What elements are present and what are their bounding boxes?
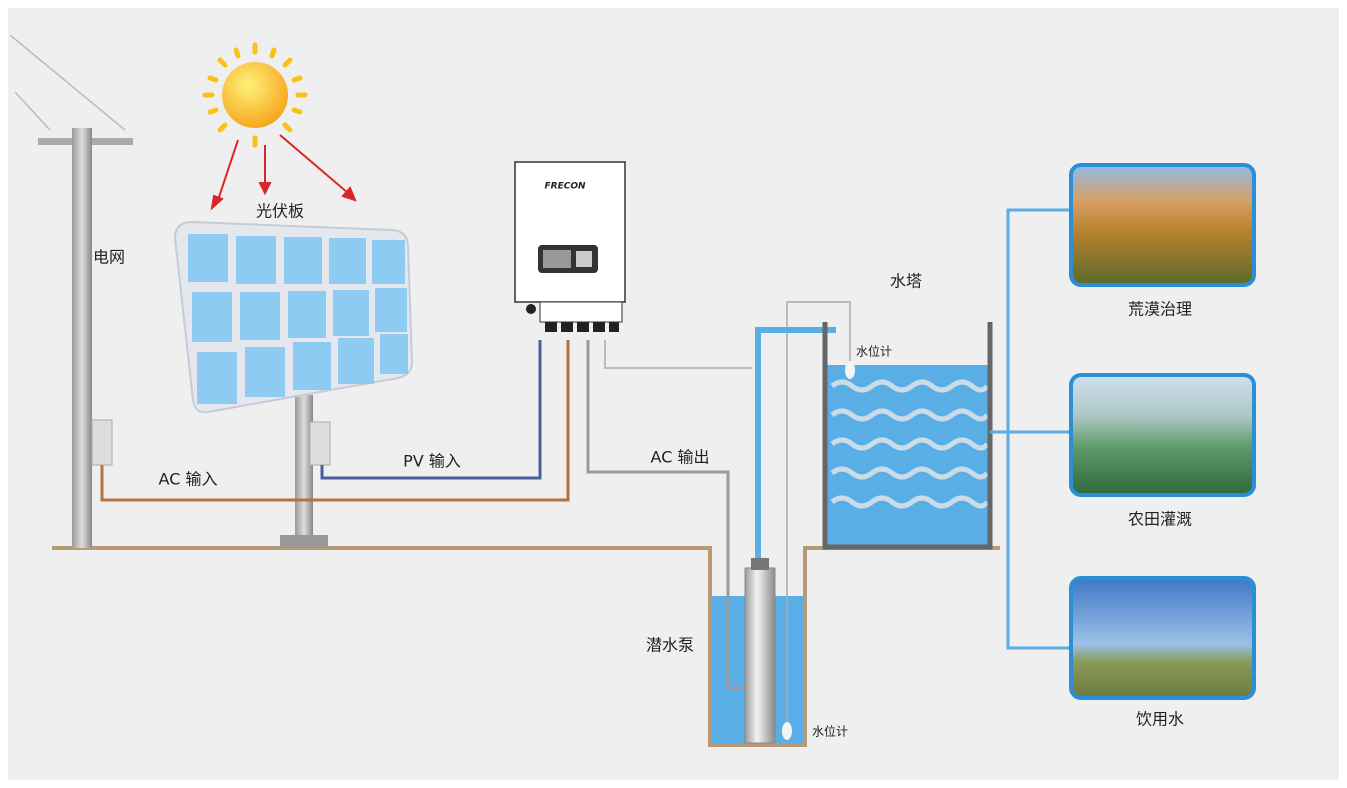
utility-pole (72, 128, 92, 548)
tower-water (827, 365, 988, 545)
farm-photo (1071, 375, 1254, 495)
level-sensor (845, 361, 855, 379)
display-keys (576, 251, 592, 267)
water-tower-label: 水塔 (890, 272, 922, 291)
drinking-photo (1071, 578, 1254, 698)
grid-label: 电网 (93, 248, 125, 267)
meter-box (92, 420, 112, 465)
ac-output-label: AC 输出 (651, 448, 710, 467)
pv-input-label: PV 输入 (403, 452, 461, 471)
inverter-connector (540, 302, 622, 322)
pump-head (751, 558, 769, 570)
sensor-label: 水位计 (856, 344, 892, 359)
application-label: 荒漠治理 (1128, 300, 1192, 319)
submersible-pump (745, 568, 775, 743)
desert-photo (1071, 165, 1254, 285)
brand-label: FRECON (544, 182, 585, 192)
panel-base (280, 535, 328, 548)
pump-label: 潜水泵 (646, 636, 694, 655)
diagram: FRECON 电网 光伏板 PV 输入 AC 输入 AC 输出 水塔 潜水泵 荒… (0, 0, 1347, 788)
application-label: 饮用水 (1136, 710, 1184, 729)
page: FRECON 电网 光伏板 PV 输入 AC 输入 AC 输出 水塔 潜水泵 荒… (0, 0, 1347, 788)
junction-box (310, 422, 330, 465)
display-screen (543, 250, 571, 268)
sensor-label: 水位计 (812, 724, 848, 739)
ac-input-label: AC 输入 (159, 470, 218, 489)
level-sensor (782, 722, 792, 740)
panel-post (295, 395, 313, 540)
pv-panel-label: 光伏板 (256, 202, 304, 221)
application-label: 农田灌溉 (1128, 510, 1192, 529)
